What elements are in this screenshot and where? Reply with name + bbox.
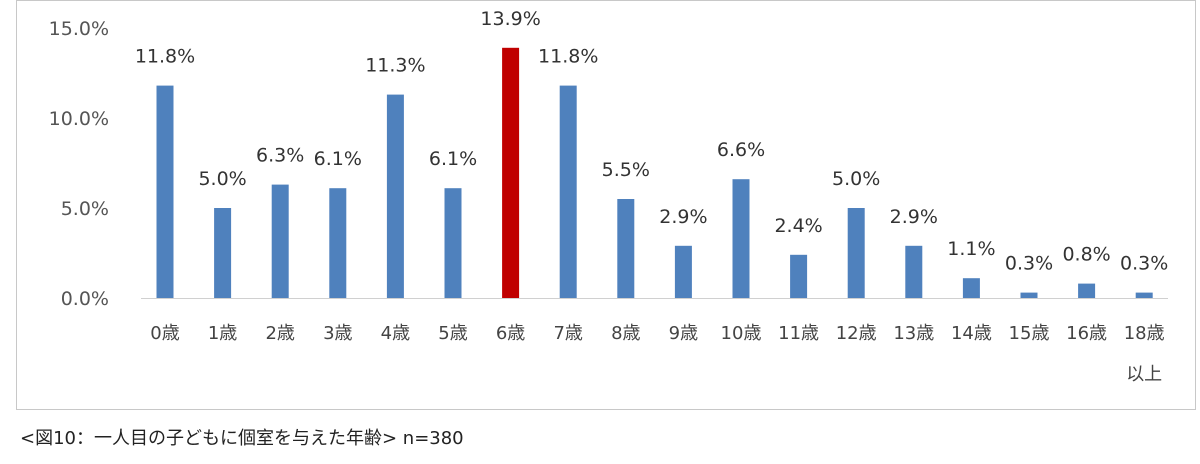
bar: [1078, 283, 1096, 298]
data-label: 0.3%: [1005, 253, 1053, 275]
category-label: 18歳: [1124, 323, 1165, 344]
category-label: 以上: [1126, 364, 1162, 385]
data-label: 5.0%: [832, 168, 880, 190]
bar: [271, 184, 289, 298]
category-label: 16歳: [1066, 323, 1107, 344]
bar: [559, 85, 577, 298]
data-label: 11.8%: [135, 46, 195, 68]
bar: [386, 94, 404, 298]
category-label: 6歳: [496, 323, 525, 344]
category-label: 7歳: [553, 323, 582, 344]
bar: [214, 208, 232, 298]
data-label: 2.9%: [890, 206, 938, 228]
category-label: 3歳: [323, 323, 352, 344]
category-label: 0歳: [150, 323, 179, 344]
data-label: 6.6%: [717, 139, 765, 161]
data-label: 11.3%: [365, 55, 425, 77]
bar: [329, 188, 347, 298]
category-label: 8歳: [611, 323, 640, 344]
bar: [962, 278, 980, 298]
category-label: 4歳: [381, 323, 410, 344]
data-label: 13.9%: [480, 8, 540, 30]
data-label: 6.3%: [256, 145, 304, 167]
category-label: 15歳: [1009, 323, 1050, 344]
data-label: 2.4%: [774, 215, 822, 237]
category-label: 14歳: [951, 323, 992, 344]
bar: [156, 85, 174, 298]
data-label: 5.5%: [602, 159, 650, 181]
bar: [1135, 292, 1153, 298]
bar: [1020, 292, 1038, 298]
chart-frame: 0.0% 5.0% 10.0% 15.0% 11.8% 0歳 5.0% 1歳 6.3% 2歳 6.1…: [16, 0, 1196, 410]
category-label: 9歳: [669, 323, 698, 344]
bar: [674, 245, 692, 298]
data-label: 11.8%: [538, 46, 598, 68]
bar: [905, 245, 923, 298]
bar: [502, 47, 520, 298]
category-label: 5歳: [438, 323, 467, 344]
data-label: 1.1%: [947, 238, 995, 260]
category-label: 10歳: [721, 323, 762, 344]
data-label: 2.9%: [659, 206, 707, 228]
bar: [847, 208, 865, 298]
category-label: 12歳: [836, 323, 877, 344]
data-label: 6.1%: [314, 148, 362, 170]
bar: [444, 188, 462, 298]
data-label: 5.0%: [198, 168, 246, 190]
bar: [732, 179, 750, 298]
category-label: 11歳: [778, 323, 819, 344]
data-label: 6.1%: [429, 148, 477, 170]
data-label: 0.3%: [1120, 253, 1168, 275]
data-label: 0.8%: [1062, 244, 1110, 266]
category-label: 1歳: [208, 323, 237, 344]
bar: [790, 254, 808, 298]
y-tick-label: 10.0%: [49, 108, 109, 130]
y-tick-label: 5.0%: [61, 198, 109, 220]
category-label: 13歳: [893, 323, 934, 344]
y-tick-label: 0.0%: [61, 288, 109, 310]
y-tick-label: 15.0%: [49, 18, 109, 40]
bar: [617, 199, 635, 298]
category-label: 2歳: [265, 323, 294, 344]
bar-chart: 0.0% 5.0% 10.0% 15.0% 11.8% 0歳 5.0% 1歳 6.3% 2歳 6.1…: [49, 8, 1169, 385]
chart-caption: <図10：一人目の子どもに個室を与えた年齢> n=380: [20, 428, 464, 449]
